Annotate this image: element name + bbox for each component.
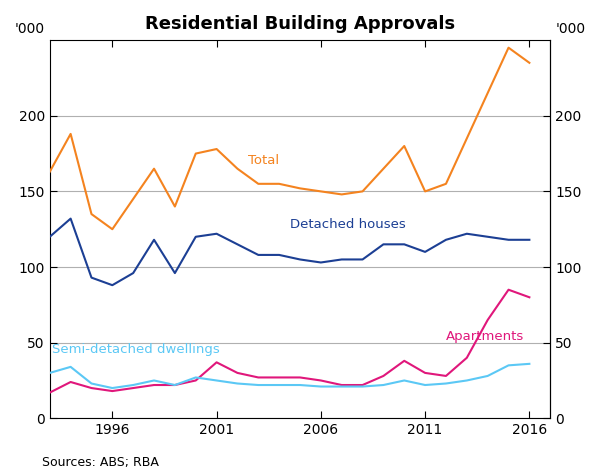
Text: '000: '000 (555, 22, 586, 36)
Text: Semi-detached dwellings: Semi-detached dwellings (52, 343, 220, 356)
Text: Apartments: Apartments (446, 330, 524, 342)
Text: '000: '000 (14, 22, 45, 36)
Title: Residential Building Approvals: Residential Building Approvals (145, 15, 455, 33)
Text: Sources: ABS; RBA: Sources: ABS; RBA (42, 455, 159, 469)
Text: Total: Total (248, 154, 279, 167)
Text: Detached houses: Detached houses (290, 218, 406, 231)
